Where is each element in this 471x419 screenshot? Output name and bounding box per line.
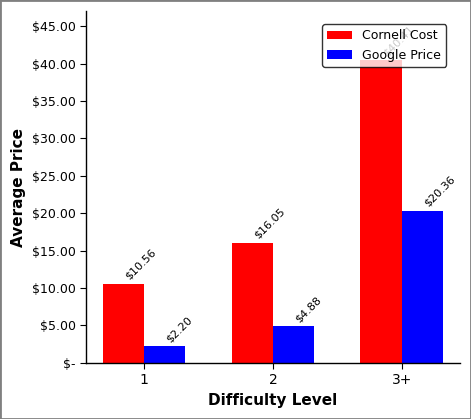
Text: $16.05: $16.05	[252, 206, 287, 241]
Bar	[402, 210, 443, 363]
Text: $2.20: $2.20	[165, 315, 195, 344]
Text: $20.36: $20.36	[422, 174, 457, 208]
Bar	[360, 60, 402, 363]
Bar	[144, 347, 186, 363]
Text: $4.88: $4.88	[293, 295, 323, 324]
Bar	[273, 326, 314, 363]
Bar	[103, 284, 144, 363]
Y-axis label: Average Price: Average Price	[11, 127, 26, 246]
Text: $10.56: $10.56	[123, 247, 158, 282]
Text: $40.41: $40.41	[381, 23, 415, 58]
Legend: Cornell Cost, Google Price: Cornell Cost, Google Price	[322, 24, 446, 67]
X-axis label: Difficulty Level: Difficulty Level	[208, 393, 338, 408]
Bar	[232, 243, 273, 363]
